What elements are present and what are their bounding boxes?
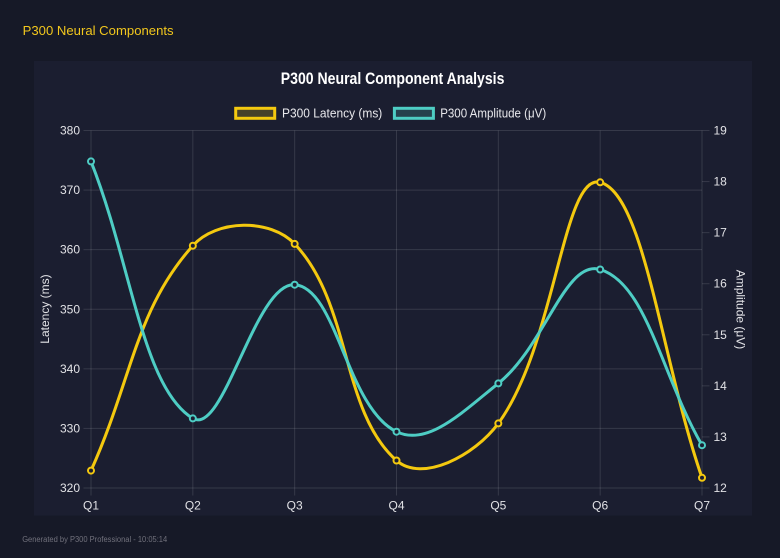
svg-text:370: 370 (60, 183, 80, 197)
svg-text:17: 17 (714, 226, 728, 240)
svg-text:Amplitude (μV): Amplitude (μV) (734, 270, 748, 350)
svg-text:15: 15 (714, 328, 728, 342)
svg-text:P300 Amplitude (μV): P300 Amplitude (μV) (440, 107, 546, 121)
svg-text:350: 350 (60, 302, 80, 316)
svg-text:14: 14 (714, 379, 728, 393)
svg-text:360: 360 (60, 243, 80, 257)
svg-text:18: 18 (714, 175, 728, 189)
svg-text:P300 Neural Component Analysis: P300 Neural Component Analysis (281, 69, 505, 88)
svg-text:Latency (ms): Latency (ms) (38, 274, 52, 343)
svg-text:12: 12 (714, 481, 728, 495)
svg-text:16: 16 (714, 277, 728, 291)
svg-text:380: 380 (60, 124, 80, 138)
svg-text:19: 19 (714, 124, 728, 138)
svg-text:Q3: Q3 (287, 499, 303, 513)
svg-text:340: 340 (60, 362, 80, 376)
svg-text:P300 Neural Components: P300 Neural Components (23, 23, 174, 38)
svg-text:Q5: Q5 (490, 499, 506, 513)
svg-text:330: 330 (60, 421, 80, 435)
svg-text:Generated by P300 Professional: Generated by P300 Professional - 10:05:1… (22, 535, 168, 544)
svg-text:320: 320 (60, 481, 80, 495)
svg-text:P300 Latency (ms): P300 Latency (ms) (282, 107, 382, 121)
svg-text:Q1: Q1 (83, 499, 99, 513)
svg-text:Q2: Q2 (185, 499, 201, 513)
svg-text:Q7: Q7 (694, 499, 710, 513)
svg-text:Q6: Q6 (592, 499, 608, 513)
svg-text:13: 13 (714, 430, 728, 444)
svg-text:Q4: Q4 (388, 499, 404, 513)
